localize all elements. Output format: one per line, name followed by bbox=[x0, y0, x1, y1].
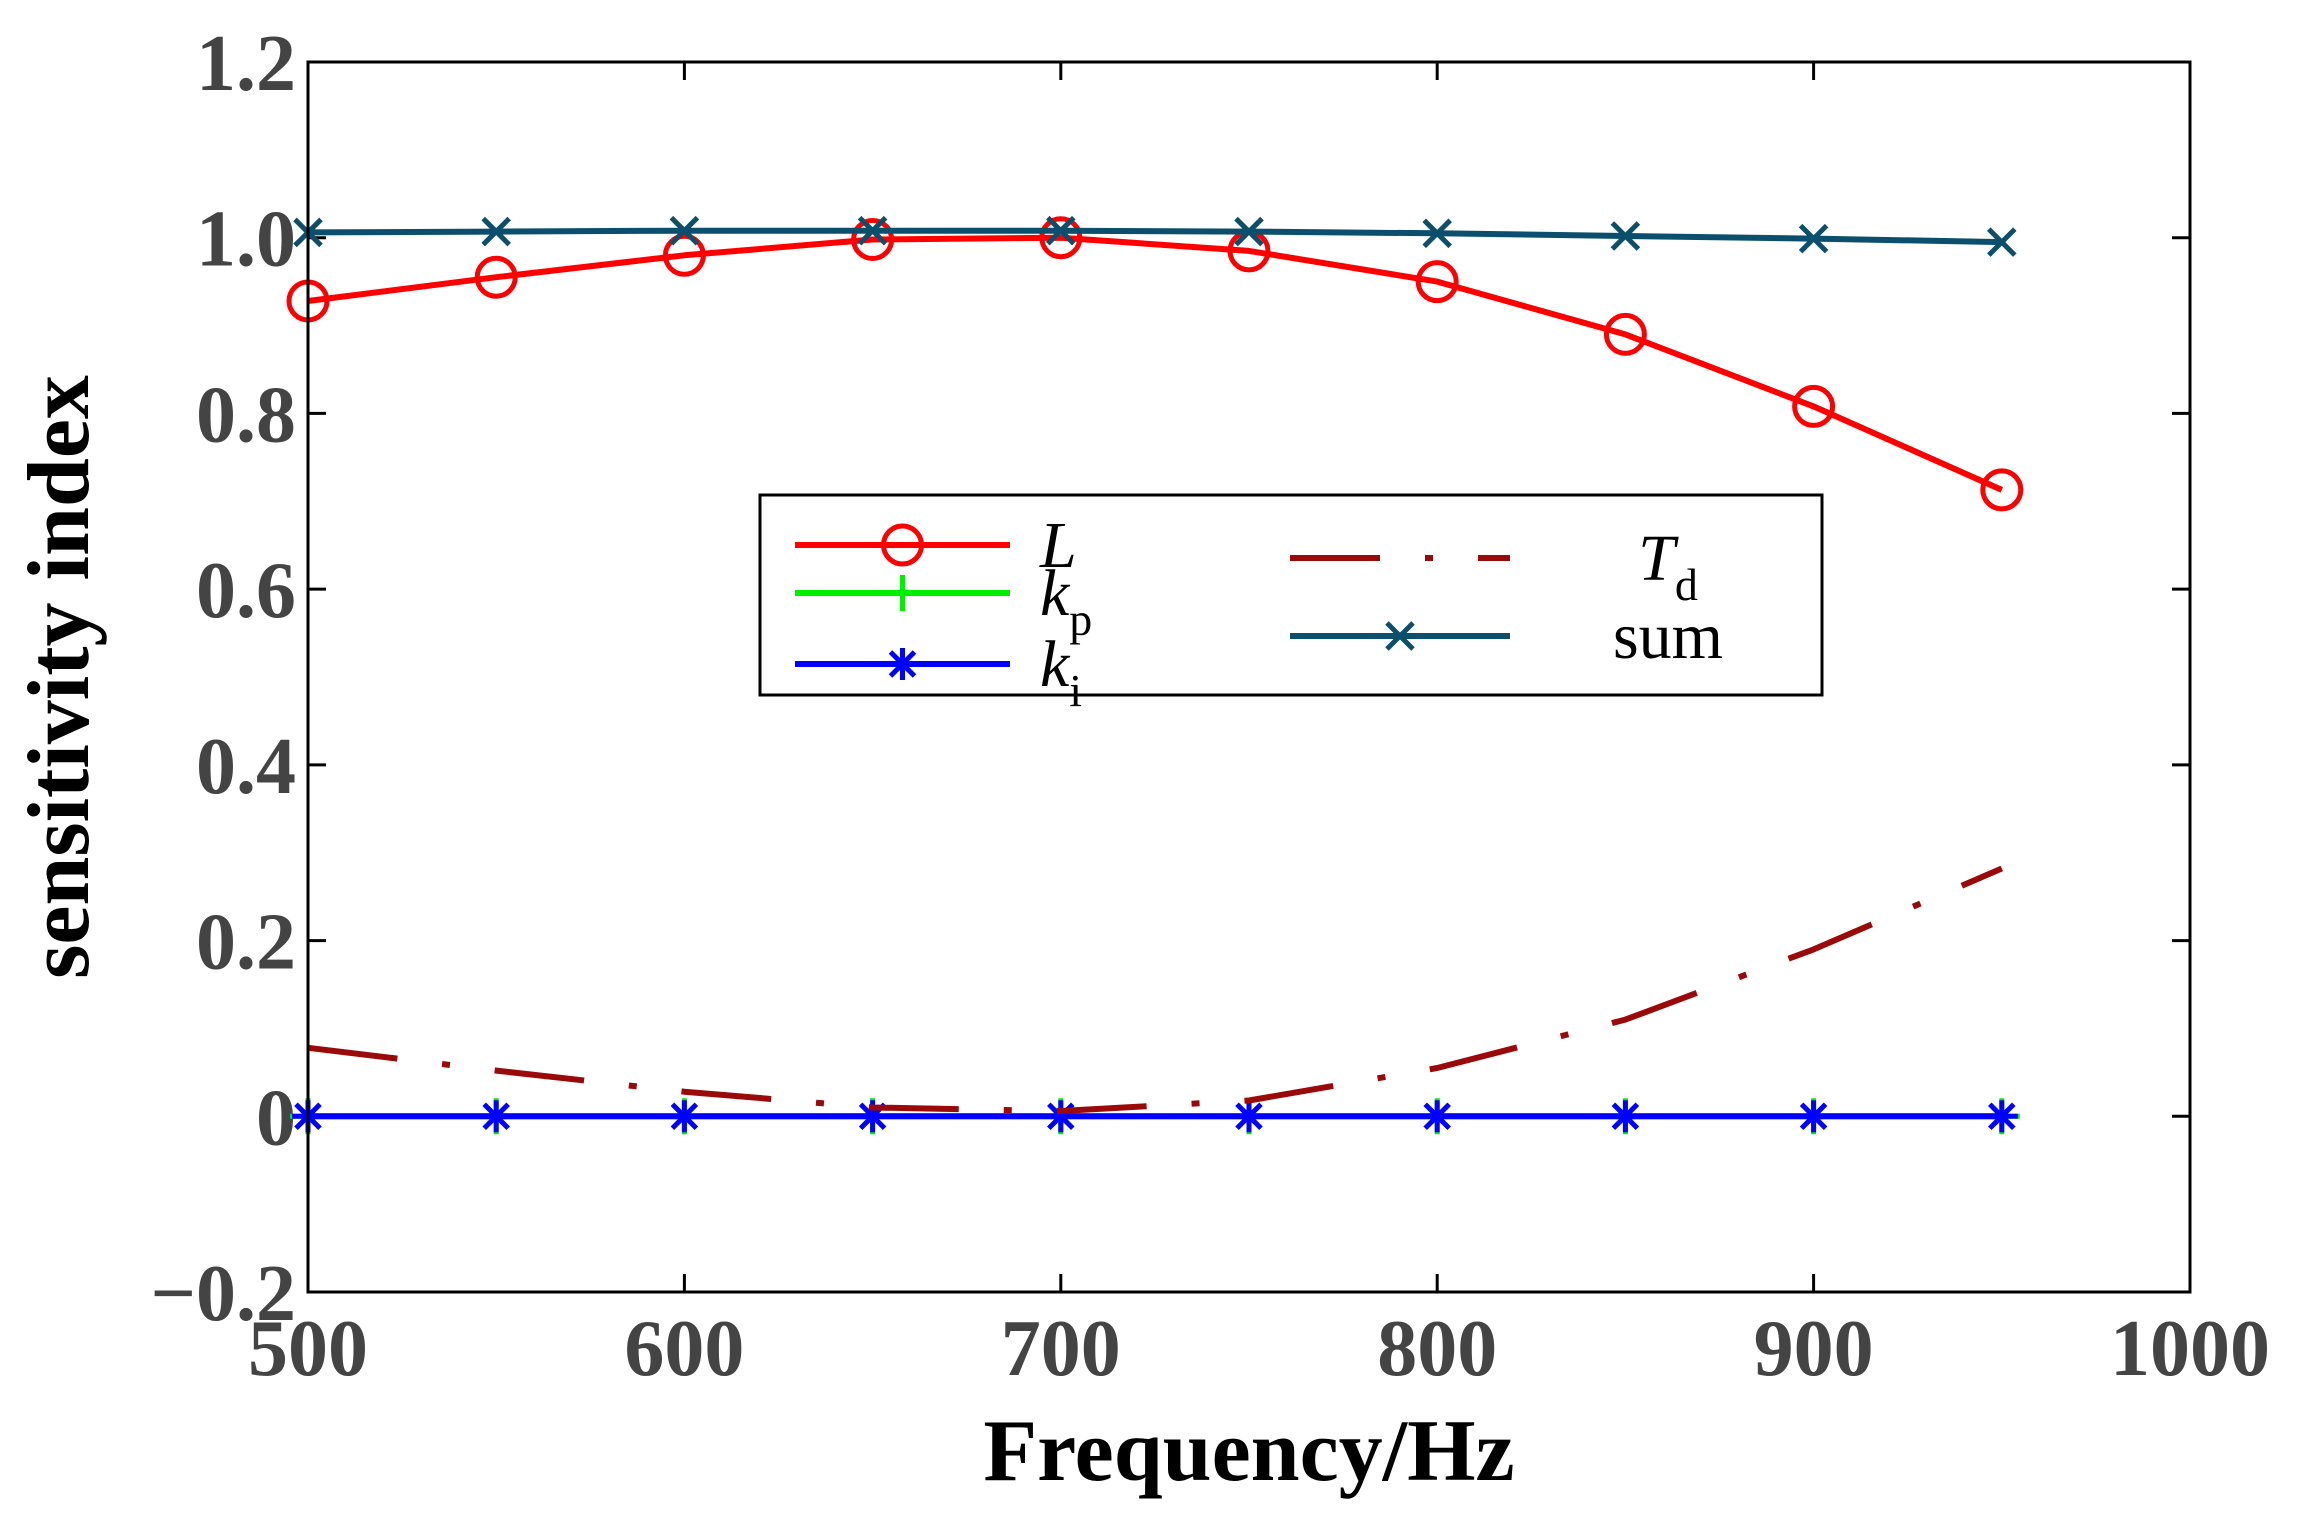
x-tick-label: 900 bbox=[1754, 1305, 1874, 1393]
series-line-t-d bbox=[307, 865, 2003, 1114]
series-point-sum bbox=[1798, 223, 1829, 254]
axis-ticks: 500 600 700 800 900 1000 −0.2 0 0.2 0.4 0.6 0.8 1.0 1… bbox=[150, 20, 2270, 1393]
series-point-l bbox=[1980, 468, 2024, 512]
y-tick-label: −0.2 bbox=[150, 1250, 296, 1338]
series-point-sum bbox=[1987, 227, 2017, 257]
x-tick-label: 1000 bbox=[2110, 1305, 2270, 1393]
series-point-sum bbox=[669, 215, 700, 246]
series-point-l bbox=[1792, 384, 1836, 428]
y-tick-label: 0 bbox=[256, 1074, 296, 1162]
series-line-sum bbox=[307, 227, 2002, 246]
y-axis-title: sensitivity index bbox=[11, 375, 108, 979]
series-point-l bbox=[1039, 216, 1083, 260]
series-point-l bbox=[1603, 312, 1647, 356]
x-tick-label: 700 bbox=[1001, 1305, 1121, 1393]
legend-marker-k-p bbox=[884, 575, 921, 611]
series-point-sum bbox=[1422, 218, 1452, 249]
legend-marker-l bbox=[881, 523, 924, 567]
series-point-sum bbox=[1046, 215, 1076, 246]
plot-series bbox=[286, 215, 2024, 1135]
series-point-k-i bbox=[1044, 1100, 1077, 1133]
legend-subscript-k-i: i bbox=[1069, 665, 1082, 716]
series-point-k-i bbox=[668, 1100, 701, 1133]
series-point-k-i bbox=[480, 1100, 513, 1133]
plot-area-frame bbox=[306, 60, 2192, 1294]
series-point-k-i bbox=[1609, 1100, 1642, 1133]
y-tick-label: 0.6 bbox=[196, 547, 296, 635]
y-tick-label: 0.4 bbox=[196, 723, 296, 811]
legend-marker-sum bbox=[1385, 621, 1415, 651]
x-axis-title: Frequency/Hz bbox=[983, 1403, 1514, 1500]
x-tick-label: 600 bbox=[624, 1305, 744, 1393]
series-point-l bbox=[662, 233, 706, 277]
x-tick-label: 500 bbox=[248, 1305, 368, 1393]
legend-label-l: L bbox=[1039, 509, 1077, 582]
series-point-k-i bbox=[1233, 1100, 1265, 1133]
x-tick-label: 800 bbox=[1377, 1305, 1497, 1393]
series-point-sum bbox=[1610, 221, 1641, 251]
series-point-l bbox=[1415, 260, 1459, 304]
series-point-sum bbox=[1234, 216, 1264, 247]
legend-marker-k-i bbox=[886, 648, 919, 680]
legend-label-sum: sum bbox=[1613, 600, 1723, 673]
y-tick-label: 1.0 bbox=[196, 196, 296, 284]
series-point-l bbox=[474, 255, 518, 299]
y-tick-label: 1.2 bbox=[196, 20, 296, 108]
series-point-sum bbox=[481, 216, 511, 247]
series-point-k-i bbox=[1421, 1100, 1454, 1133]
series-point-k-i bbox=[1797, 1100, 1830, 1133]
legend-subscript-k-p: p bbox=[1069, 594, 1092, 645]
y-tick-label: 0.8 bbox=[196, 371, 296, 459]
series-point-sum bbox=[857, 215, 888, 246]
legend-subscript-t-d: d bbox=[1675, 559, 1698, 610]
series-line-l bbox=[307, 234, 2004, 493]
series-point-l bbox=[851, 217, 895, 261]
y-tick-label: 0.2 bbox=[196, 899, 296, 987]
series-point-k-i bbox=[1985, 1100, 2018, 1133]
